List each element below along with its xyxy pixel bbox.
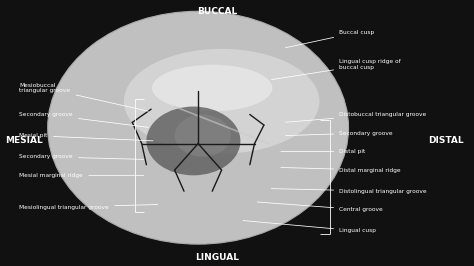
Text: Mesial pit: Mesial pit [19, 133, 153, 141]
Text: MESIAL: MESIAL [5, 136, 43, 146]
Text: Lingual cusp: Lingual cusp [243, 221, 376, 233]
Text: Distal pit: Distal pit [281, 149, 365, 154]
Text: Secondary groove: Secondary groove [285, 131, 393, 136]
Text: BUCCAL: BUCCAL [197, 7, 237, 16]
Text: Distal marginal ridge: Distal marginal ridge [281, 168, 401, 173]
Text: Distobuccal triangular groove: Distobuccal triangular groove [285, 112, 427, 122]
Text: Mesial marginal ridge: Mesial marginal ridge [19, 173, 144, 178]
Text: Central groove: Central groove [257, 202, 383, 212]
Text: LINGUAL: LINGUAL [195, 253, 239, 262]
Ellipse shape [174, 114, 231, 157]
Ellipse shape [48, 11, 348, 244]
Ellipse shape [152, 65, 273, 111]
Text: Distolingual triangular groove: Distolingual triangular groove [272, 189, 427, 194]
Text: Buccal cusp: Buccal cusp [285, 30, 374, 48]
Ellipse shape [146, 107, 240, 175]
Text: Mesiobuccal
triangular groove: Mesiobuccal triangular groove [19, 83, 148, 111]
Text: Secondary groove: Secondary groove [19, 112, 148, 127]
Text: Mesiolingual triangular groove: Mesiolingual triangular groove [19, 205, 158, 210]
Ellipse shape [124, 49, 319, 154]
Text: Lingual cusp ridge of
buccal cusp: Lingual cusp ridge of buccal cusp [271, 59, 401, 80]
Text: Secondary groove: Secondary groove [19, 154, 144, 159]
Text: DISTAL: DISTAL [428, 136, 464, 146]
